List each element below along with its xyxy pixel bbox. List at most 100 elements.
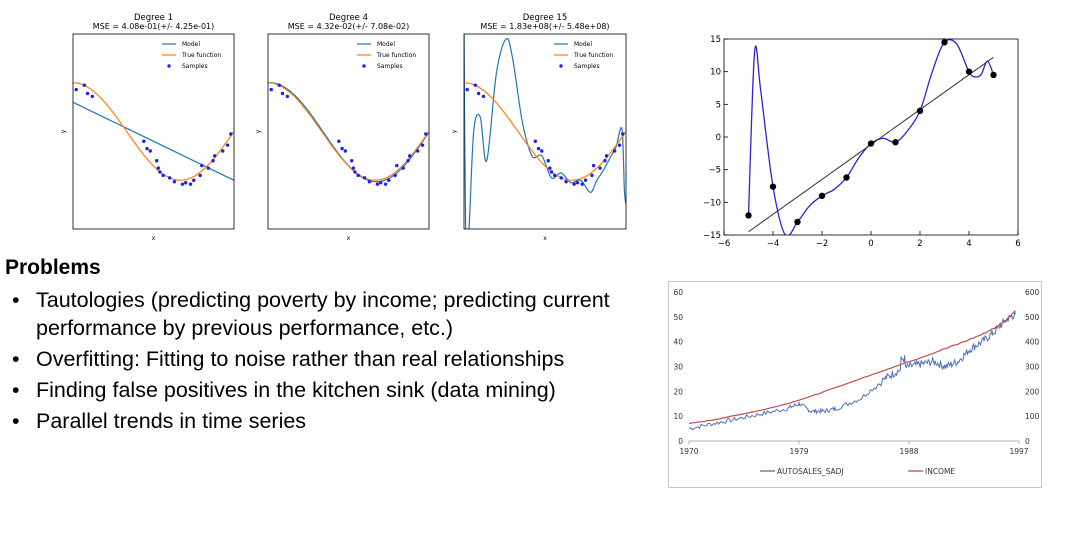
problem-text: Overfitting: Fitting to noise rather tha…	[36, 347, 565, 371]
sample-point	[612, 149, 617, 153]
sample-point	[549, 170, 554, 174]
sample-point	[211, 159, 215, 163]
right-y-tick-label: 0	[1025, 437, 1030, 446]
x-tick-label: 1997	[1009, 447, 1028, 456]
sample-point	[356, 173, 360, 178]
x-axis-label: x	[347, 235, 351, 242]
right-y-tick-label: 500	[1025, 313, 1040, 322]
y-tick-label: −15	[703, 231, 721, 241]
right-y-tick-label: 400	[1025, 338, 1040, 347]
y-axis-label: y	[255, 129, 262, 133]
problems-title: Problems	[5, 256, 101, 279]
problems-list: • Tautologies (predicting poverty by inco…	[10, 286, 660, 438]
sample-point	[575, 180, 580, 185]
legend-true-label: True function	[376, 52, 416, 59]
sample-point	[74, 87, 78, 92]
right-y-tick-label: 300	[1025, 363, 1040, 372]
sample-point	[590, 173, 594, 178]
sample-point	[540, 149, 544, 153]
x-axis-label: x	[543, 235, 547, 242]
sample-point	[548, 166, 552, 170]
sample-point	[156, 166, 161, 170]
sample-point	[598, 166, 602, 170]
sample-point	[280, 91, 285, 96]
sample-point	[407, 154, 412, 158]
left-y-tick-label: 60	[673, 288, 683, 297]
data-point	[892, 139, 899, 146]
data-point	[867, 140, 875, 147]
left-y-tick-label: 0	[678, 437, 683, 446]
true-function-line	[73, 82, 234, 181]
sample-point	[416, 149, 420, 153]
legend-income-label: INCOME	[925, 467, 955, 476]
sample-point	[401, 166, 405, 170]
chart-title: Degree 15	[523, 13, 567, 23]
left-y-tick-label: 10	[673, 412, 683, 421]
sample-point	[161, 173, 165, 178]
sample-point	[212, 154, 217, 158]
x-tick-label: 1979	[789, 447, 808, 456]
y-tick-label: 5	[716, 100, 721, 110]
sample-point	[546, 159, 550, 163]
sample-point	[167, 176, 172, 180]
data-point	[990, 71, 997, 79]
true-function-line	[268, 82, 429, 181]
legend-true-label: True function	[573, 52, 613, 59]
sample-point	[387, 178, 391, 182]
legend: Model True function Samples	[554, 41, 613, 70]
problem-item: • Overfitting: Fitting to noise rather th…	[12, 347, 565, 371]
chart-subtitle: MSE = 4.32e-02(+/- 7.08e-02)	[288, 22, 410, 31]
sample-point	[583, 178, 588, 182]
x-tick-label: 6	[1015, 239, 1020, 249]
left-y-tick-label: 30	[673, 363, 683, 372]
sample-point	[192, 178, 196, 182]
right-y-tick-label: 200	[1025, 387, 1040, 396]
legend-model-label: Model	[182, 41, 200, 48]
sample-point	[350, 159, 354, 163]
sample-point	[82, 83, 86, 87]
sample-point	[229, 132, 233, 136]
sample-point	[155, 159, 159, 163]
legend-samples-label: Samples	[377, 63, 403, 70]
y-axis-label: y	[60, 129, 67, 133]
left-y-tick-label: 40	[673, 338, 683, 347]
x-tick-label: 1988	[899, 447, 918, 456]
sample-point	[379, 180, 383, 185]
y-tick-label: 10	[710, 68, 721, 78]
sample-point	[617, 143, 622, 147]
legend: Model True function Samples	[162, 41, 221, 70]
sample-point	[225, 143, 230, 147]
sample-point	[180, 182, 185, 186]
plot-area	[73, 82, 234, 186]
sample-point	[536, 146, 541, 151]
x-tick-label: −6	[718, 239, 731, 249]
sample-point	[383, 182, 388, 186]
x-tick-label: −4	[767, 239, 780, 249]
problem-text: Parallel trends in time series	[36, 409, 307, 433]
sample-point	[285, 94, 290, 99]
x-tick-label: −2	[816, 239, 829, 249]
sample-point	[353, 170, 357, 174]
legend-samples-swatch	[167, 64, 171, 68]
sample-point	[221, 149, 225, 153]
sample-point	[420, 143, 425, 147]
sample-point	[533, 139, 537, 143]
sample-point	[206, 166, 210, 170]
sample-point	[580, 182, 584, 186]
sample-point	[188, 182, 193, 186]
problem-item: • Parallel trends in time series	[12, 409, 307, 433]
data-point	[745, 212, 752, 219]
y-axis-label: y	[451, 129, 458, 133]
chart-subtitle: MSE = 4.08e-01(+/- 4.25e-01)	[93, 22, 215, 31]
sample-point	[603, 159, 607, 163]
sample-point	[148, 149, 152, 153]
sample-point	[621, 132, 625, 136]
data-point	[843, 174, 850, 181]
x-axis-label: x	[152, 235, 156, 242]
legend-autosales-label: AUTOSALES_SADJ	[777, 467, 844, 476]
sample-point	[604, 154, 609, 158]
